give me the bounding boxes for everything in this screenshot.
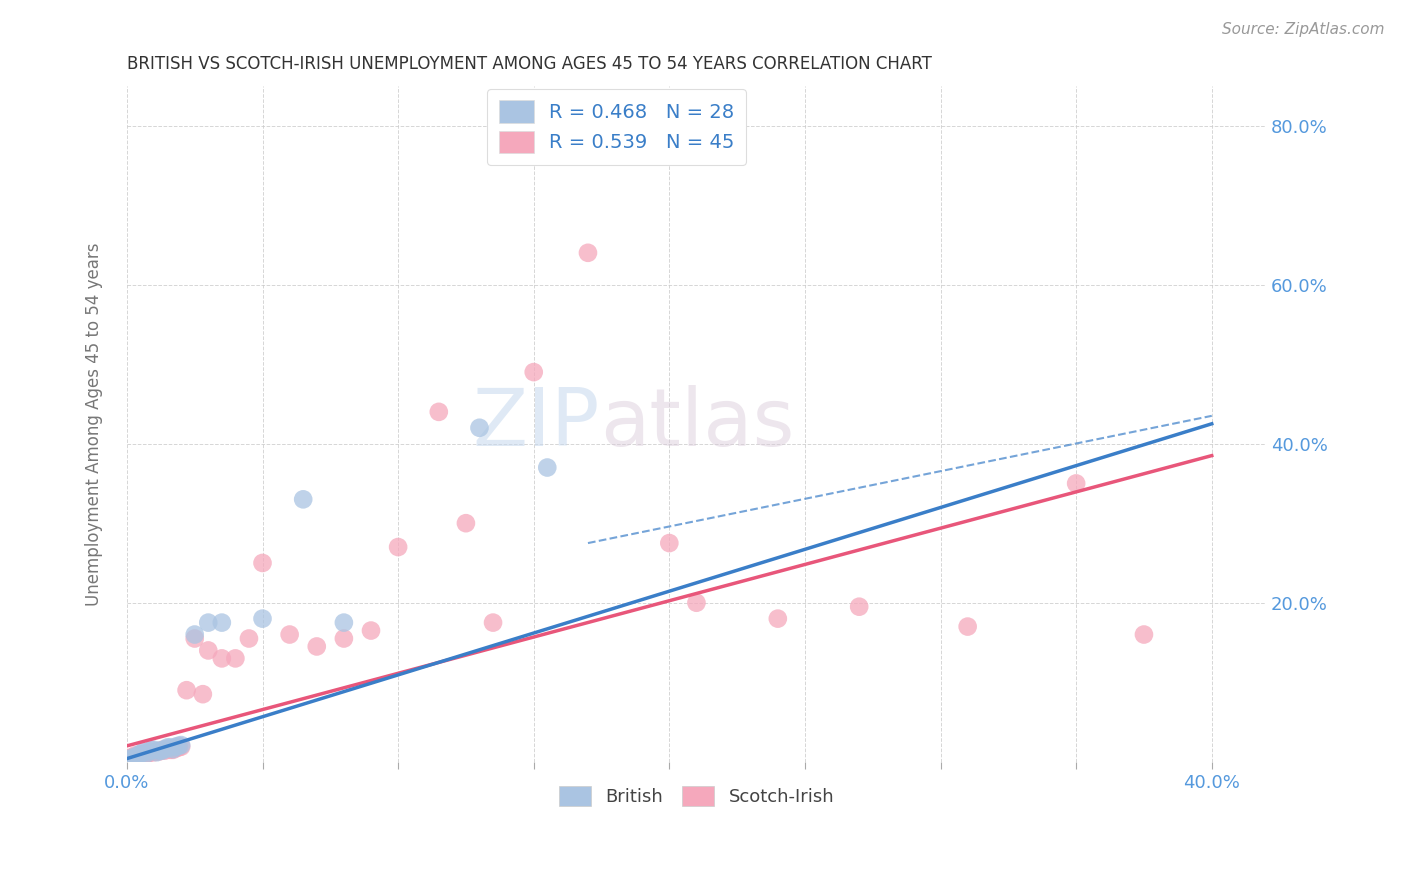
Point xyxy=(148,744,170,758)
Point xyxy=(167,739,190,753)
Point xyxy=(454,516,477,531)
Point xyxy=(150,744,173,758)
Point xyxy=(333,615,356,630)
Text: atlas: atlas xyxy=(599,384,794,463)
Point xyxy=(153,744,176,758)
Point xyxy=(145,745,167,759)
Point xyxy=(127,749,149,764)
Point xyxy=(224,651,246,665)
Point xyxy=(197,615,219,630)
Point xyxy=(121,751,143,765)
Point xyxy=(127,748,149,763)
Point xyxy=(211,615,233,630)
Point xyxy=(482,615,505,630)
Point xyxy=(183,627,205,641)
Point xyxy=(766,612,789,626)
Point xyxy=(176,683,198,698)
Point xyxy=(1133,627,1156,641)
Point xyxy=(129,747,152,762)
Point xyxy=(252,556,274,570)
Point xyxy=(159,743,181,757)
Point xyxy=(167,740,190,755)
Point xyxy=(156,742,179,756)
Point xyxy=(138,744,160,758)
Point xyxy=(170,738,193,752)
Point xyxy=(121,750,143,764)
Point xyxy=(333,632,356,646)
Point xyxy=(135,747,157,761)
Text: Source: ZipAtlas.com: Source: ZipAtlas.com xyxy=(1222,22,1385,37)
Point xyxy=(305,640,328,654)
Point xyxy=(848,599,870,614)
Point xyxy=(1064,476,1087,491)
Point xyxy=(211,651,233,665)
Point xyxy=(124,750,146,764)
Point xyxy=(278,627,301,641)
Point xyxy=(156,740,179,755)
Point xyxy=(150,743,173,757)
Point xyxy=(118,751,141,765)
Point xyxy=(685,596,707,610)
Point xyxy=(135,747,157,762)
Point xyxy=(536,460,558,475)
Point xyxy=(658,536,681,550)
Point xyxy=(129,747,152,761)
Point xyxy=(252,612,274,626)
Point xyxy=(183,632,205,646)
Point xyxy=(138,746,160,760)
Point xyxy=(523,365,546,379)
Point xyxy=(197,643,219,657)
Point xyxy=(124,748,146,763)
Point xyxy=(148,744,170,758)
Point xyxy=(468,421,491,435)
Point xyxy=(132,747,155,761)
Point xyxy=(170,739,193,754)
Point xyxy=(956,619,979,633)
Point xyxy=(153,742,176,756)
Point xyxy=(165,739,187,754)
Point xyxy=(162,743,184,757)
Point xyxy=(238,632,260,646)
Point xyxy=(292,492,315,507)
Text: BRITISH VS SCOTCH-IRISH UNEMPLOYMENT AMONG AGES 45 TO 54 YEARS CORRELATION CHART: BRITISH VS SCOTCH-IRISH UNEMPLOYMENT AMO… xyxy=(127,55,932,73)
Point xyxy=(191,687,214,701)
Text: ZIP: ZIP xyxy=(472,384,599,463)
Point xyxy=(145,744,167,758)
Point xyxy=(162,742,184,756)
Point xyxy=(118,752,141,766)
Point xyxy=(141,743,163,757)
Point xyxy=(387,540,409,554)
Point xyxy=(576,245,599,260)
Legend: British, Scotch-Irish: British, Scotch-Irish xyxy=(551,779,841,814)
Point xyxy=(427,405,450,419)
Point xyxy=(159,740,181,755)
Y-axis label: Unemployment Among Ages 45 to 54 years: Unemployment Among Ages 45 to 54 years xyxy=(86,242,103,606)
Point xyxy=(141,745,163,759)
Point xyxy=(143,743,166,757)
Point xyxy=(360,624,382,638)
Point xyxy=(165,741,187,756)
Point xyxy=(132,745,155,759)
Point xyxy=(143,745,166,759)
